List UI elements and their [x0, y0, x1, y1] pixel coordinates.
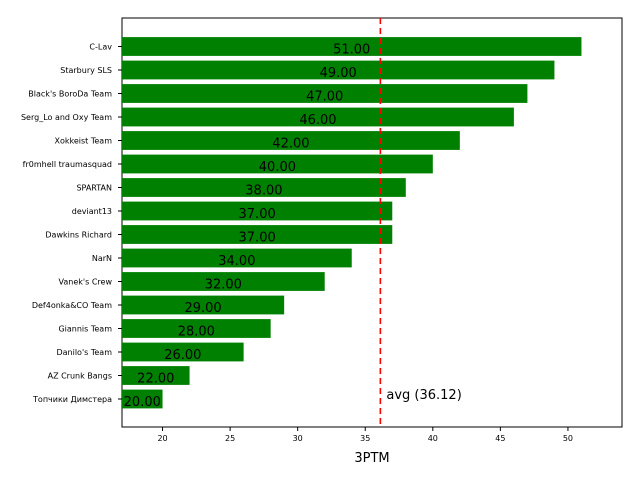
- category-label: Xokkeist Team: [55, 137, 113, 146]
- bar-value-label: 37.00: [239, 207, 276, 222]
- category-label: deviant13: [72, 207, 112, 216]
- category-label: AZ Crunk Bangs: [48, 372, 112, 381]
- bar: [122, 84, 528, 103]
- x-tick-label: 40: [428, 434, 438, 443]
- category-label: Def4onka&CO Team: [32, 301, 112, 310]
- category-label: Vanek's Crew: [59, 278, 113, 287]
- bar-value-label: 38.00: [245, 184, 282, 199]
- category-label: Danilo's Team: [56, 348, 112, 357]
- bar: [122, 389, 163, 409]
- bar: [122, 107, 514, 127]
- bar-value-label: 28.00: [178, 325, 215, 340]
- x-tick-label: 20: [157, 434, 167, 443]
- bar-value-label: 32.00: [205, 278, 242, 293]
- category-label: Serg_Lo and Oxy Team: [21, 113, 112, 122]
- bar: [122, 295, 285, 315]
- category-label: fr0mhell traumasquad: [23, 160, 112, 169]
- category-label: C-Lav: [89, 43, 112, 52]
- bar: [122, 201, 393, 221]
- bar-value-label: 26.00: [164, 348, 201, 363]
- category-label: Топчики Димстера: [32, 395, 112, 404]
- bar-value-label: 29.00: [184, 301, 221, 316]
- bar-value-label: 46.00: [299, 113, 336, 128]
- bar-value-label: 51.00: [333, 43, 370, 58]
- bar: [122, 366, 190, 385]
- bar-value-label: 42.00: [272, 137, 309, 152]
- category-label: SPARTAN: [76, 184, 112, 193]
- bar: [122, 225, 393, 244]
- bar-value-label: 34.00: [218, 254, 255, 269]
- x-tick-label: 35: [360, 434, 370, 443]
- bar: [122, 319, 271, 338]
- x-tick-label: 50: [563, 434, 573, 443]
- bar: [122, 131, 460, 150]
- category-label: Dawkins Richard: [45, 231, 112, 240]
- bar: [122, 154, 433, 174]
- bar-value-label: 22.00: [137, 372, 174, 387]
- bar-value-label: 40.00: [259, 160, 296, 175]
- bar-value-label: 20.00: [124, 395, 161, 410]
- category-label: NarN: [92, 254, 112, 263]
- bar-value-label: 49.00: [320, 66, 357, 81]
- category-label: Giannis Team: [58, 325, 112, 334]
- category-label: Black's BoroDa Team: [28, 90, 112, 99]
- bar-value-label: 47.00: [306, 90, 343, 105]
- category-label: Starbury SLS: [60, 66, 112, 75]
- bar: [122, 37, 582, 56]
- bar: [122, 272, 325, 291]
- average-label: avg (36.12): [386, 388, 461, 403]
- bar: [122, 248, 352, 268]
- x-tick-label: 45: [495, 434, 505, 443]
- x-tick-label: 30: [293, 434, 303, 443]
- bar-value-label: 37.00: [239, 231, 276, 246]
- bar: [122, 60, 555, 80]
- x-axis-title: 3PTM: [354, 451, 389, 466]
- bar: [122, 342, 244, 362]
- bar: [122, 178, 406, 197]
- x-tick-label: 25: [225, 434, 235, 443]
- plot-area: [121, 17, 623, 428]
